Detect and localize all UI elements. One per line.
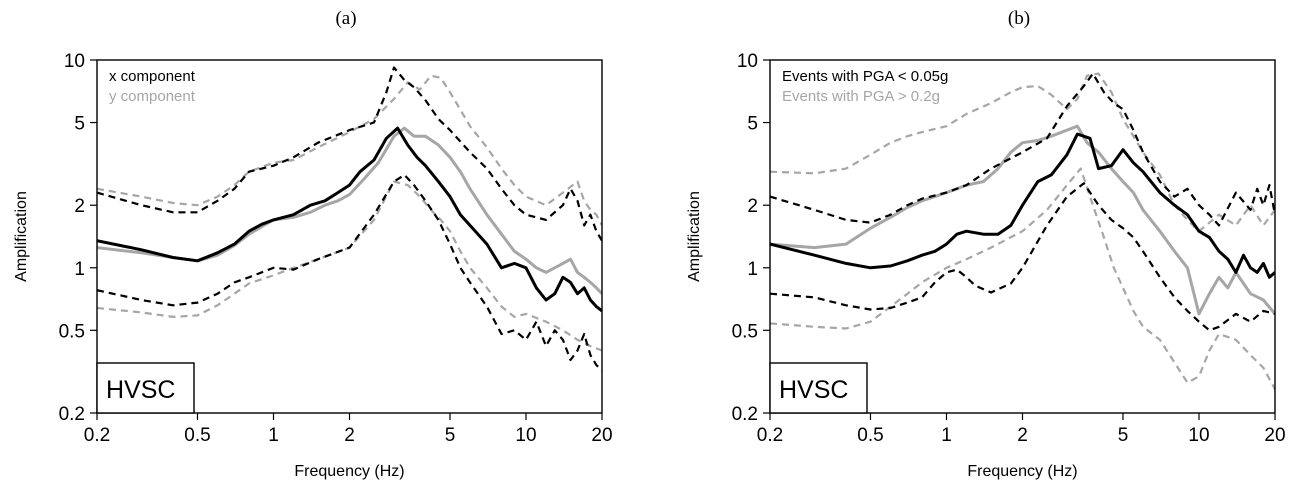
y-tick-label: 1 [74, 259, 85, 280]
legend-entry: Events with PGA > 0.2g [782, 88, 940, 105]
y-tick-label: 10 [64, 51, 85, 72]
chart-panel-b: 0.2 0.5 1 2 5 10 20 0.2 0.5 1 2 5 10 Frequency (Hz) Am… [686, 51, 1286, 480]
series-line-mean-3 [97, 126, 602, 295]
x-tick-label: 5 [1118, 425, 1129, 446]
y-tick-label: 0.5 [59, 321, 85, 342]
y-tick-label: 0.5 [732, 321, 758, 342]
legend-entry: Events with PGA < 0.05g [782, 68, 948, 85]
chart-panel-a: 0.2 0.5 1 2 5 10 20 0.2 0.5 1 2 5 10 Frequency (Hz) Am… [13, 51, 613, 480]
x-tick-label: 10 [515, 425, 536, 446]
plot-frame [96, 59, 603, 414]
x-tick-label: 0.5 [857, 425, 883, 446]
x-axis-label: Frequency (Hz) [967, 463, 1077, 480]
series-group [770, 72, 1275, 390]
x-tick-label: 20 [1264, 425, 1285, 446]
y-tick-label: 5 [74, 114, 85, 135]
x-tick-label: 2 [344, 425, 355, 446]
y-tick-label: 1 [747, 259, 758, 280]
x-tick-label: 5 [445, 425, 456, 446]
site-label-box [769, 362, 868, 414]
series-line-bound-1 [770, 72, 1275, 227]
y-tick-label: 0.2 [59, 404, 85, 425]
site-label: HVSC [106, 376, 175, 404]
series-line-bound-5 [770, 167, 1275, 390]
x-tick-label: 2 [1017, 425, 1028, 446]
x-tick-label: 1 [941, 425, 952, 446]
y-tick-label: 10 [737, 51, 758, 72]
x-tick-label: 10 [1188, 425, 1209, 446]
panel-a-label: (a) [335, 8, 357, 29]
y-axis-label: Amplification [686, 191, 703, 282]
y-tick-label: 2 [74, 196, 85, 217]
site-label-box [96, 362, 195, 414]
y-tick-label: 0.2 [732, 404, 758, 425]
x-axis-label: Frequency (Hz) [294, 463, 404, 480]
x-tick-label: 0.2 [757, 425, 783, 446]
x-tick-label: 0.2 [84, 425, 110, 446]
x-tick-label: 0.5 [184, 425, 210, 446]
y-tick-label: 5 [747, 114, 758, 135]
series-group [97, 66, 602, 372]
y-tick-label: 2 [747, 196, 758, 217]
legend-entry: x component [109, 68, 196, 85]
series-line-bound-2 [770, 182, 1275, 332]
series-line-mean-3 [770, 124, 1275, 316]
x-tick-label: 1 [268, 425, 279, 446]
x-tick-label: 20 [591, 425, 612, 446]
legend-entry: y component [109, 88, 196, 105]
plot-frame [769, 59, 1276, 414]
series-line-bound-4 [770, 72, 1275, 233]
series-line-bound-5 [97, 180, 602, 352]
series-line-mean-0 [97, 126, 602, 313]
panel-b-label: (b) [1007, 8, 1031, 29]
series-line-mean-0 [770, 132, 1275, 279]
series-line-bound-1 [97, 66, 602, 242]
site-label: HVSC [779, 376, 848, 404]
series-line-bound-4 [97, 74, 602, 226]
y-axis-label: Amplification [13, 191, 30, 282]
series-line-bound-2 [97, 173, 602, 372]
